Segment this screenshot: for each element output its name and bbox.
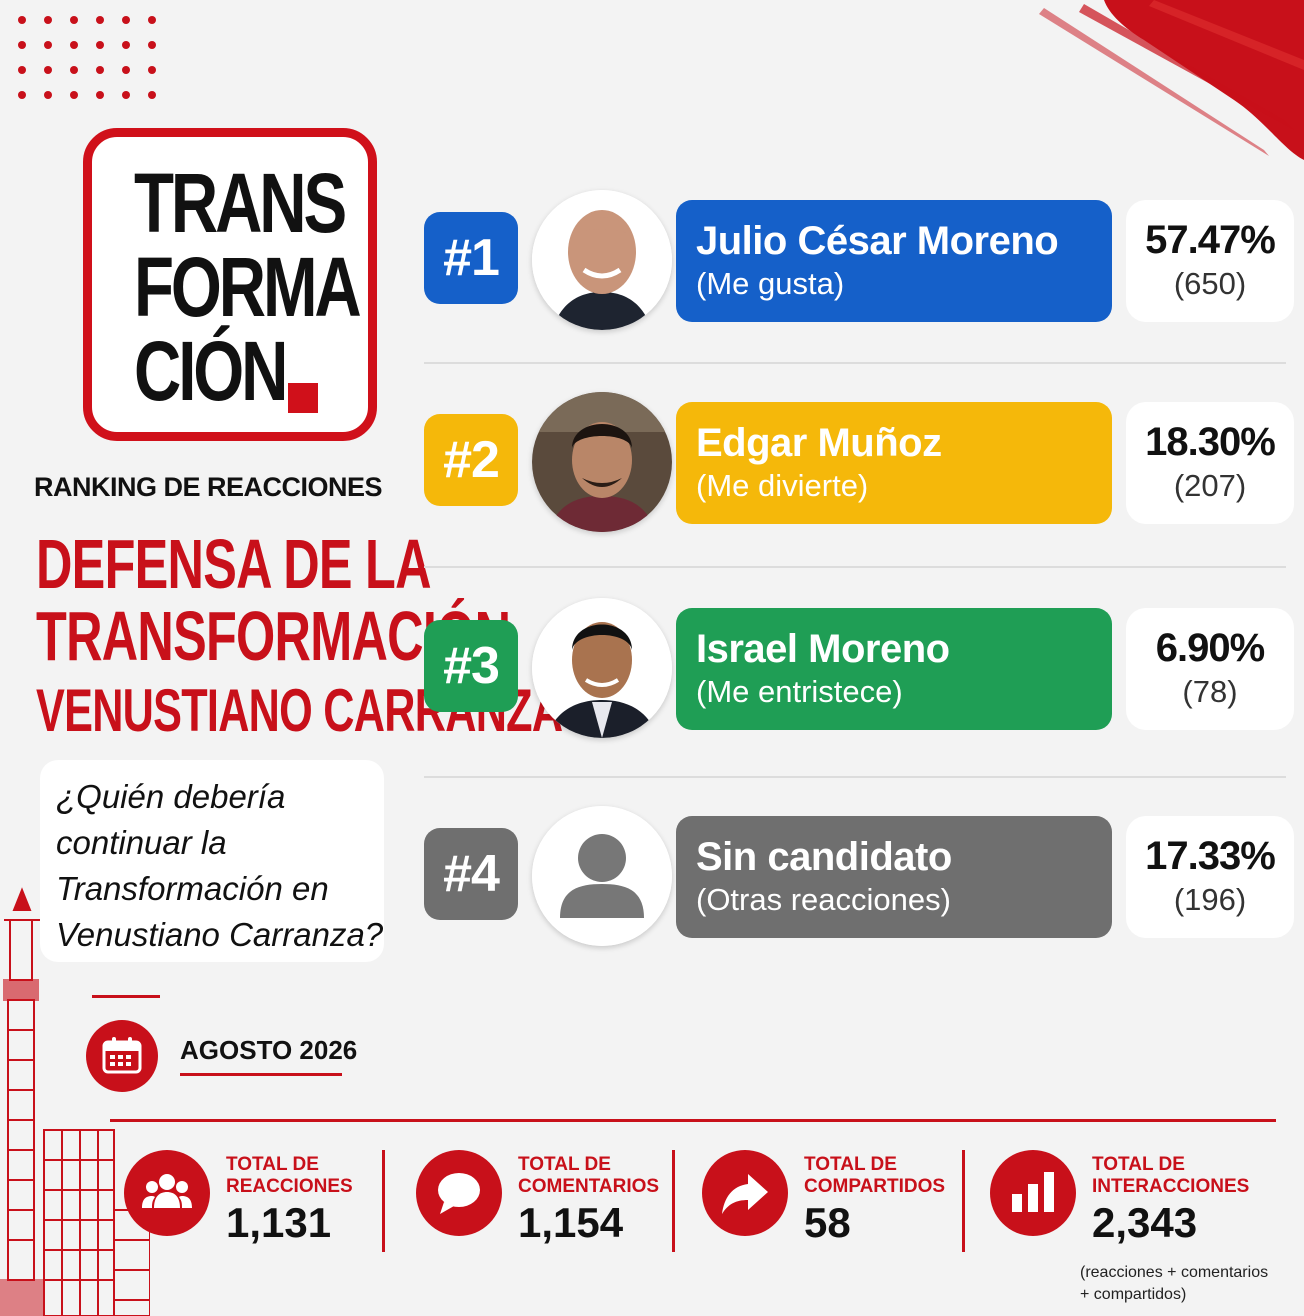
stat-value: 1,131 [226, 1199, 332, 1246]
ranking-row-3: #3 Israel Moreno (Me entristece) 6.90% (… [0, 598, 1304, 738]
stat-separator [382, 1150, 385, 1252]
row-separator [424, 362, 1286, 364]
stat-separator [962, 1150, 965, 1252]
stat-label: TOTAL DE COMENTARIOS [518, 1154, 659, 1198]
stat-value: 58 [804, 1199, 851, 1246]
rank-badge: #3 [424, 620, 518, 712]
reaction-type: (Me gusta) [696, 266, 845, 301]
ranking-heading: RANKING DE REACCIONES [34, 472, 383, 502]
stat-label-line-1: TOTAL DE [804, 1154, 897, 1175]
candidate-photo [532, 190, 672, 330]
stat-label-line-2: REACCIONES [226, 1176, 353, 1197]
share-icon [702, 1150, 788, 1236]
candidate-name: Sin candidato [696, 835, 952, 879]
rank-badge: #2 [424, 414, 518, 506]
stats-divider [110, 1119, 1276, 1122]
comment-icon [416, 1150, 502, 1236]
date-underline [180, 1073, 342, 1076]
footnote-line-1: (reacciones + comentarios [1080, 1264, 1269, 1281]
date-label: AGOSTO 2026 [180, 1035, 358, 1065]
reaction-count: (196) [1173, 882, 1247, 917]
reaction-type: (Otras reacciones) [696, 882, 951, 917]
ranking-row-1: #1 Julio César Moreno (Me gusta) 57.47% … [0, 190, 1304, 330]
result-box: 6.90% (78) [1126, 608, 1294, 730]
candidate-name: Edgar Muñoz [696, 421, 942, 465]
date-divider [92, 995, 160, 998]
calendar-icon [86, 1020, 158, 1092]
logo-wordmark: TRANS FORMA CIÓN. [134, 156, 362, 418]
stat-label-line-2: COMENTARIOS [518, 1176, 660, 1197]
candidate-bar: Israel Moreno (Me entristece) [676, 608, 1112, 730]
row-separator [424, 776, 1286, 778]
result-box: 57.47% (650) [1126, 200, 1294, 322]
bar-chart-icon [990, 1150, 1076, 1236]
stat-label-line-2: INTERACCIONES [1092, 1176, 1250, 1197]
reaction-count: (78) [1182, 674, 1238, 709]
stat-label-line-1: TOTAL DE [226, 1154, 319, 1175]
candidate-bar: Edgar Muñoz (Me divierte) [676, 402, 1112, 524]
decorative-dots [18, 16, 174, 116]
question-line-4: Venustiano Carranza? [56, 916, 384, 953]
candidate-bar: Julio César Moreno (Me gusta) [676, 200, 1112, 322]
stat-label-line-1: TOTAL DE [518, 1154, 611, 1175]
reaction-type: (Me entristece) [696, 674, 903, 709]
stat-label: TOTAL DE COMPARTIDOS [804, 1154, 945, 1198]
reaction-type: (Me divierte) [696, 468, 869, 503]
monument-illustration [0, 887, 150, 1316]
logo-line-2: FORMA [134, 240, 362, 334]
stat-label-line-2: COMPARTIDOS [804, 1176, 946, 1197]
stat-separator [672, 1150, 675, 1252]
result-box: 17.33% (196) [1126, 816, 1294, 938]
stat-label: TOTAL DE INTERACCIONES [1092, 1154, 1249, 1198]
percent-value: 17.33% [1145, 834, 1276, 878]
rank-badge: #4 [424, 828, 518, 920]
stat-value: 2,343 [1092, 1199, 1198, 1246]
percent-value: 6.90% [1155, 626, 1265, 670]
brand-logo: TRANS FORMA CIÓN. [83, 128, 377, 441]
stat-label-line-1: TOTAL DE [1092, 1154, 1185, 1175]
candidate-name: Julio César Moreno [696, 219, 1059, 263]
reaction-count: (207) [1173, 468, 1247, 503]
title-line-1: DEFENSA DE LA [36, 525, 432, 603]
reaction-count: (650) [1173, 266, 1247, 301]
logo-red-square [288, 383, 318, 413]
stat-value: 1,154 [518, 1199, 624, 1246]
candidate-photo [532, 598, 672, 738]
row-separator [424, 566, 1286, 568]
ranking-row-4: #4 Sin candidato (Otras reacciones) 17.3… [0, 806, 1304, 946]
candidate-bar: Sin candidato (Otras reacciones) [676, 816, 1112, 938]
interactions-footnote: (reacciones + comentarios + compartidos) [1080, 1262, 1268, 1306]
question-card: ¿Quién debería continuar la Transformaci… [40, 760, 384, 962]
logo-line-1: TRANS [134, 156, 347, 250]
question-line-3: Transformación en [56, 870, 329, 907]
rank-badge: #1 [424, 212, 518, 304]
question-line-2: continuar la [56, 824, 227, 861]
candidate-name: Israel Moreno [696, 627, 950, 671]
logo-line-3: CIÓN. [134, 324, 304, 418]
people-icon [124, 1150, 210, 1236]
percent-value: 18.30% [1145, 420, 1276, 464]
stat-label: TOTAL DE REACCIONES [226, 1154, 353, 1198]
footnote-line-2: + compartidos) [1080, 1286, 1187, 1303]
question-line-1: ¿Quién debería [56, 778, 286, 815]
percent-value: 57.47% [1145, 218, 1276, 262]
candidate-photo [532, 392, 672, 532]
result-box: 18.30% (207) [1126, 402, 1294, 524]
generic-user-icon [532, 806, 672, 946]
red-brush-stroke [1039, 0, 1304, 160]
ranking-row-2: #2 Edgar Muñoz (Me divierte) 18.30% (207… [0, 392, 1304, 532]
